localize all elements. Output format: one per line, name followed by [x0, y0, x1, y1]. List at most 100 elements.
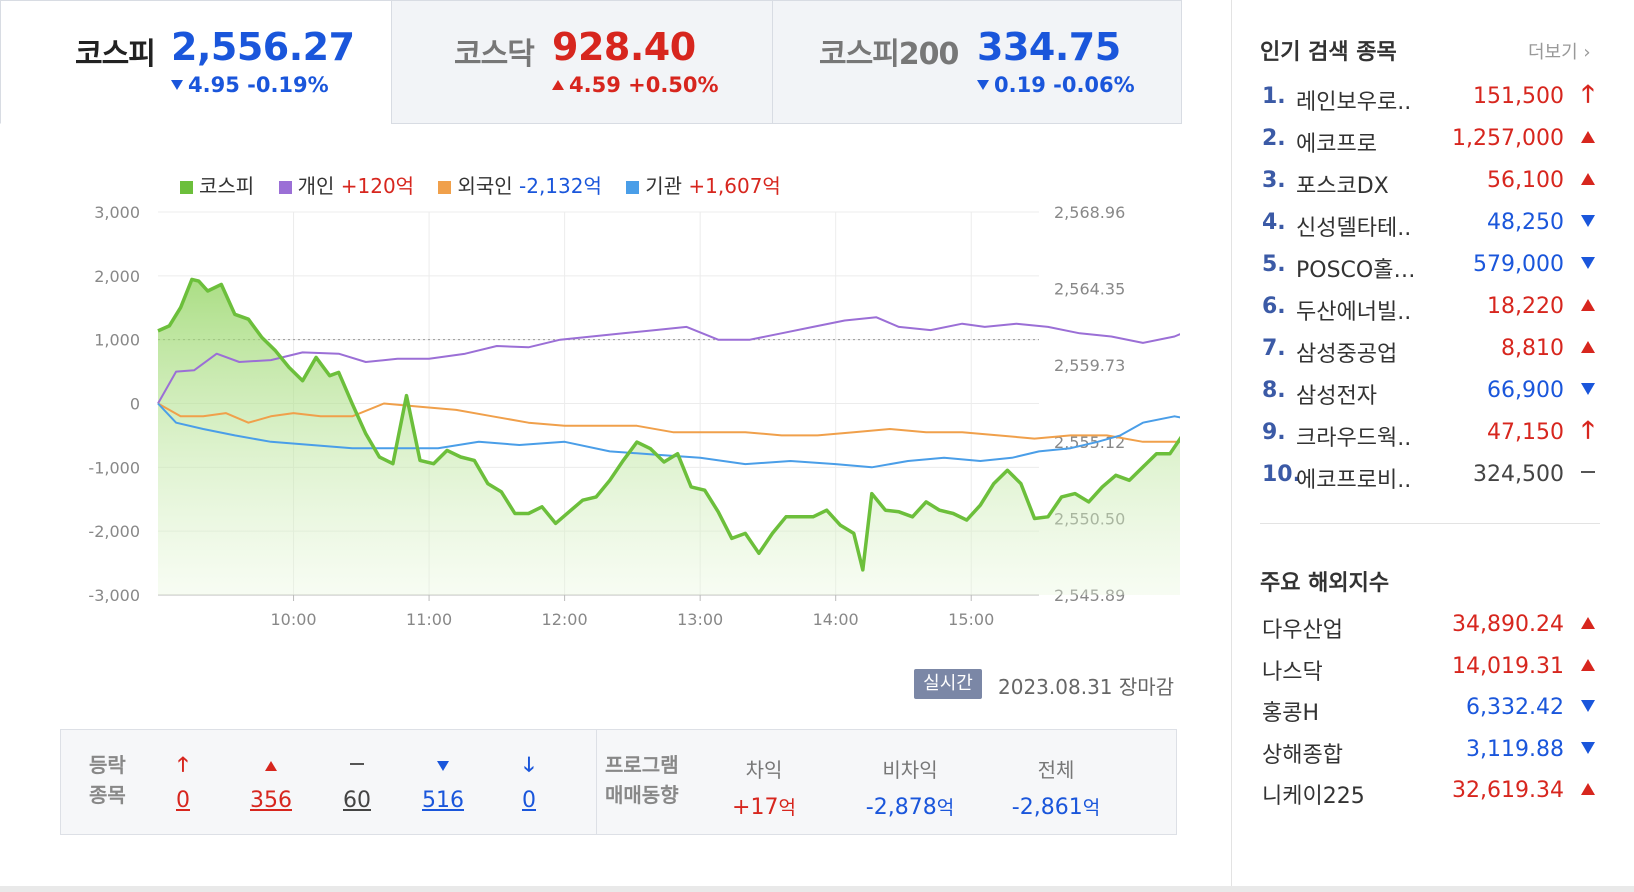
- breadth-up[interactable]: 356: [241, 750, 301, 813]
- popular-item[interactable]: 1. 레인보우로.. 151,500 🡑: [1260, 78, 1600, 120]
- tab-kospi[interactable]: 코스피 2,556.27 4.95 -0.19%: [0, 0, 392, 124]
- down-arrow-icon: [977, 80, 989, 90]
- y-right-tick-label: 2,568.96: [1054, 203, 1125, 222]
- legend-institution[interactable]: 기관 +1,607억: [626, 170, 781, 199]
- index-name[interactable]: 상해종합: [1262, 742, 1343, 768]
- index-value: 32,619.34: [1452, 778, 1564, 803]
- popular-item[interactable]: 6. 두산에너빌.. 18,220: [1260, 288, 1600, 330]
- popular-list: 1. 레인보우로.. 151,500 🡑 2. 에코프로 1,257,000 3. 포스코DX 5…: [1260, 78, 1600, 498]
- tab-value: 334.75: [977, 25, 1121, 69]
- up-icon: [1581, 341, 1595, 353]
- index-value: 14,019.31: [1452, 653, 1564, 679]
- popular-item[interactable]: 4. 신성델타테.. 48,250: [1260, 204, 1600, 246]
- series-line-individual: [157, 316, 1180, 404]
- stock-name[interactable]: 레인보우로..: [1296, 90, 1412, 115]
- stock-name[interactable]: 삼성전자: [1296, 384, 1377, 409]
- breadth-limit-down[interactable]: 🡓 0: [499, 750, 559, 813]
- popular-item[interactable]: 3. 포스코DX 56,100: [1260, 162, 1600, 204]
- popular-item[interactable]: 10. 에코프로비.. 324,500: [1260, 456, 1600, 498]
- legend-kospi[interactable]: 코스피: [180, 170, 254, 199]
- legend-foreign[interactable]: 외국인 -2,132억: [438, 170, 602, 199]
- series-line-foreign: [157, 402, 1180, 443]
- stock-price: 1,257,000: [1452, 126, 1564, 151]
- index-name[interactable]: 다우산업: [1262, 618, 1343, 643]
- overseas-index-item[interactable]: 니케이225 32,619.34: [1260, 774, 1600, 816]
- overseas-index-item[interactable]: 홍콩H 6,332.42: [1260, 691, 1600, 733]
- limit-up-icon: 🡑: [1581, 80, 1595, 108]
- x-tick-label: 13:00: [677, 610, 723, 629]
- x-tick-label: 12:00: [542, 610, 588, 629]
- stock-name[interactable]: 두산에너빌..: [1296, 300, 1412, 325]
- program-non-arbitrage: 비차익 -2,878억: [865, 758, 955, 820]
- stock-name[interactable]: 신성델타테..: [1296, 216, 1412, 241]
- y-left-tick-label: -2,000: [88, 522, 140, 541]
- rank-number: 8.: [1262, 378, 1286, 403]
- flat-icon: [327, 750, 387, 778]
- stock-price: 324,500: [1473, 462, 1564, 487]
- popular-item[interactable]: 8. 삼성전자 66,900: [1260, 372, 1600, 414]
- kospi-area: [158, 279, 1180, 595]
- y-left-tick-label: -1,000: [88, 458, 140, 477]
- limit-down-icon: 🡓: [523, 752, 535, 776]
- popular-title: 인기 검색 종목: [1260, 40, 1397, 65]
- index-tabs: 코스피 2,556.27 4.95 -0.19% 코스닥 928.40 4.59…: [0, 0, 1232, 124]
- rank-number: 3.: [1262, 168, 1286, 193]
- index-name[interactable]: 홍콩H: [1262, 701, 1320, 726]
- chart-date: 2023.08.31 장마감: [998, 675, 1175, 699]
- tab-change: 4.59 +0.50%: [552, 73, 719, 97]
- down-arrow-icon: [171, 80, 183, 90]
- legend-swatch: [278, 181, 292, 194]
- realtime-badge[interactable]: 실시간: [914, 669, 982, 699]
- tab-change: 4.95 -0.19%: [171, 73, 329, 97]
- rank-number: 9.: [1262, 420, 1286, 445]
- rank-number: 6.: [1262, 294, 1286, 319]
- stock-price: 48,250: [1487, 210, 1564, 235]
- stock-name[interactable]: 포스코DX: [1296, 174, 1389, 199]
- popular-item[interactable]: 5. POSCO홀… 579,000: [1260, 246, 1600, 288]
- breadth-down[interactable]: 516: [413, 750, 473, 813]
- up-arrow-icon: [552, 80, 564, 90]
- chevron-right-icon: ›: [1583, 42, 1591, 63]
- y-left-tick-label: 3,000: [94, 203, 140, 222]
- overseas-title: 주요 해외지수: [1260, 571, 1390, 596]
- overseas-index-item[interactable]: 나스닥 14,019.31: [1260, 650, 1600, 692]
- popular-item[interactable]: 2. 에코프로 1,257,000: [1260, 120, 1600, 162]
- legend-individual[interactable]: 개인 +120억: [278, 170, 414, 199]
- down-icon: [1581, 741, 1595, 754]
- stock-name[interactable]: 에코프로비..: [1296, 468, 1412, 493]
- index-value: 6,332.42: [1466, 695, 1564, 720]
- tab-kosdaq[interactable]: 코스닥 928.40 4.59 +0.50%: [391, 0, 773, 124]
- series-line-kospi: [157, 277, 1180, 572]
- overseas-index-item[interactable]: 상해종합 3,119.88: [1260, 733, 1600, 775]
- table-divider: [596, 730, 597, 834]
- popular-item[interactable]: 9. 크라우드웍.. 47,150 🡑: [1260, 414, 1600, 456]
- tab-kospi200[interactable]: 코스피200 334.75 0.19 -0.06%: [772, 0, 1182, 124]
- y-left-tick-label: 0: [130, 395, 140, 414]
- legend-swatch: [626, 181, 640, 194]
- index-name[interactable]: 나스닥: [1262, 659, 1323, 685]
- overseas-list: 다우산업 34,890.24 나스닥 14,019.31 홍콩H 6,332.42 상해종합…: [1260, 608, 1600, 816]
- stock-name[interactable]: POSCO홀…: [1296, 258, 1416, 283]
- stock-name[interactable]: 삼성중공업: [1296, 342, 1398, 367]
- down-icon: [1581, 215, 1595, 227]
- y-left-tick-label: 2,000: [94, 267, 140, 286]
- index-name[interactable]: 니케이225: [1262, 784, 1365, 809]
- overseas-index-item[interactable]: 다우산업 34,890.24: [1260, 608, 1600, 650]
- tab-name: 코스닥: [454, 37, 535, 72]
- tab-value: 928.40: [552, 25, 696, 69]
- stock-name[interactable]: 크라우드웍..: [1296, 426, 1412, 451]
- up-icon: [1581, 783, 1595, 795]
- breadth-flat[interactable]: 60: [327, 750, 387, 813]
- down-icon: [1581, 700, 1595, 712]
- breadth-limit-up[interactable]: 🡑 0: [153, 750, 213, 813]
- breadth-header: 등락 종목: [89, 753, 126, 807]
- x-tick-label: 14:00: [813, 610, 859, 629]
- down-icon: [1581, 257, 1595, 269]
- up-icon: [1581, 658, 1595, 671]
- legend-swatch: [180, 181, 193, 194]
- more-link[interactable]: 더보기 ›: [1528, 42, 1591, 63]
- market-breadth-table: 등락 종목 🡑 0 356 60 516 🡓 0 프로그램 매매동향 차익 +17억: [60, 729, 1177, 835]
- stock-name[interactable]: 에코프로: [1296, 132, 1377, 157]
- popular-item[interactable]: 7. 삼성중공업 8,810: [1260, 330, 1600, 372]
- y-right-tick-label: 2,559.73: [1054, 356, 1125, 375]
